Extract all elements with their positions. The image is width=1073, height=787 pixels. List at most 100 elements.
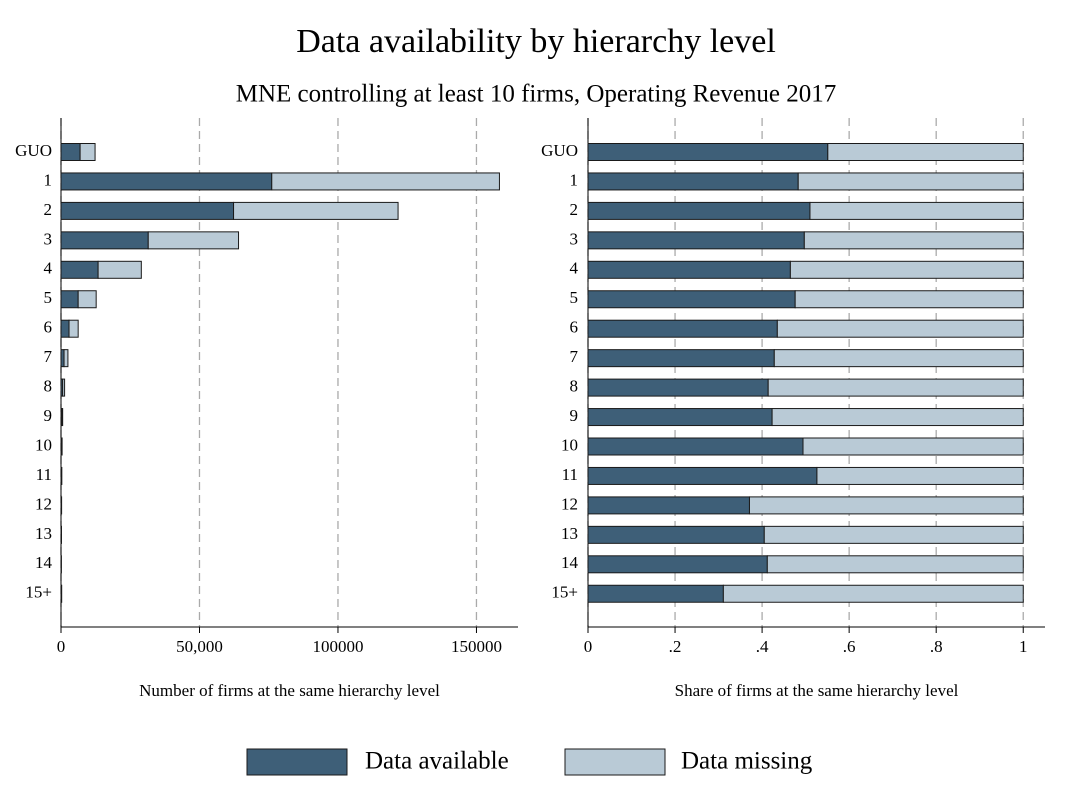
chart-title: Data availability by hierarchy level [296,23,776,60]
y-tick-label: 9 [44,406,53,425]
bar [271,172,500,191]
y-tick-label: 10 [561,435,578,454]
y-tick-label: 5 [570,288,579,307]
bar [233,201,399,220]
y-tick-label: 15+ [25,583,52,602]
y-tick-label: 15+ [551,583,578,602]
bar [771,408,1024,427]
y-tick-label: 7 [570,347,579,366]
y-tick-label: 14 [561,553,579,572]
bar [763,525,1024,544]
bar [587,555,768,574]
bar [587,408,773,427]
y-tick-label: 4 [570,259,579,278]
bar [722,584,1024,603]
bar [587,584,724,603]
x-tick-label: .6 [843,637,856,656]
bar [748,496,1024,515]
y-tick-label: 2 [44,200,53,219]
y-tick-label: 10 [35,435,52,454]
x-tick-label: 50,000 [176,637,223,656]
bar [60,172,273,191]
bar [809,201,1024,220]
bar [60,260,99,279]
bar [776,319,1024,338]
bar [827,143,1024,161]
bar [60,290,79,309]
legend-swatch [564,748,666,776]
chart-subtitle: MNE controlling at least 10 firms, Opera… [236,81,837,108]
y-tick-label: 8 [44,377,53,396]
x-tick-label: 0 [57,637,66,656]
y-tick-label: 8 [570,377,579,396]
x-tick-label: 150000 [451,637,502,656]
bar [61,437,63,456]
x-tick-label: .2 [669,637,682,656]
bar [587,260,791,279]
bar [794,290,1024,309]
x-tick-label: 100000 [312,637,363,656]
y-tick-label: 12 [561,494,578,513]
bar [587,349,775,368]
bar [766,555,1024,574]
bar [802,437,1024,456]
y-tick-label: 13 [561,524,578,543]
x-tick-label: 1 [1019,637,1028,656]
y-tick-label: 11 [36,465,52,484]
x-tick-label: 0 [584,637,593,656]
bar [68,319,79,338]
y-tick-label: 13 [35,524,52,543]
bar [789,260,1024,279]
bar [587,172,799,191]
bar [587,231,805,250]
bar [587,378,769,397]
bar [60,319,70,338]
y-tick-label: 3 [570,229,579,248]
x-tick-label: .4 [756,637,769,656]
y-tick-label: 7 [44,347,53,366]
legend-label: Data missing [681,748,813,775]
bar [773,349,1024,368]
bar [63,349,69,368]
x-axis-label: Number of firms at the same hierarchy le… [139,681,440,700]
y-tick-label: 2 [570,200,579,219]
bar [97,260,142,279]
bar [587,496,750,515]
bar [816,466,1024,485]
y-tick-label: GUO [15,141,52,160]
bar [587,437,804,456]
bar [587,290,796,309]
y-tick-label: 14 [35,553,53,572]
bar [62,378,66,397]
bar [587,143,829,161]
bar [587,201,811,220]
legend-swatch [246,748,348,776]
y-tick-label: 1 [570,170,579,189]
y-tick-label: 9 [570,406,579,425]
bar [147,231,240,250]
y-tick-label: 3 [44,229,53,248]
bar [797,172,1024,191]
y-tick-label: 6 [570,318,579,337]
x-tick-label: .8 [930,637,943,656]
bar [587,319,778,338]
bar [60,231,149,250]
y-tick-label: 12 [35,494,52,513]
x-axis-label: Share of firms at the same hierarchy lev… [675,681,959,700]
bar [767,378,1024,397]
bar [60,201,235,220]
bar [587,466,818,485]
y-tick-label: 6 [44,318,53,337]
y-tick-label: 4 [44,259,53,278]
y-tick-label: GUO [541,141,578,160]
bar [79,143,96,161]
y-tick-label: 5 [44,288,53,307]
bar [60,143,81,161]
bar [587,525,765,544]
bar [77,290,97,309]
bar [803,231,1024,250]
legend-label: Data available [365,748,509,775]
bar [61,408,64,427]
y-tick-label: 1 [44,170,53,189]
